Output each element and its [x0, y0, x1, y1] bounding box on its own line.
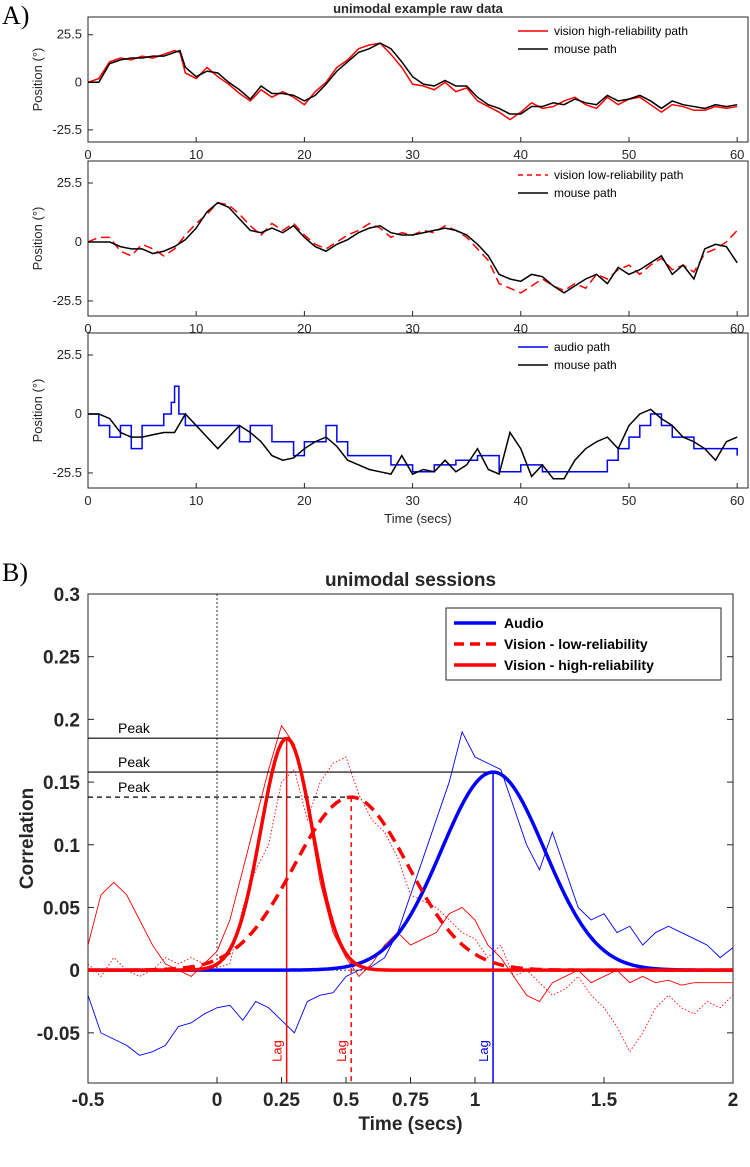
x-tick-label: 0.25 — [263, 1090, 300, 1111]
y-axis-label: Position (°) — [30, 48, 45, 112]
x-tick-label: 0 — [212, 1090, 223, 1111]
chart-title: unimodal example raw data — [333, 1, 504, 16]
series-line-mouse-path — [88, 201, 738, 294]
y-tick-label: 0 — [75, 74, 82, 89]
peak-label: Peak — [118, 720, 151, 736]
y-axis-label: Correlation — [17, 788, 38, 889]
panel-a-label: A) — [2, 1, 29, 30]
y-tick-label: -25.5 — [52, 122, 82, 137]
y-tick-label: -25.5 — [52, 465, 82, 480]
y-tick-label: 25.5 — [57, 175, 82, 190]
legend-label: vision high-reliability path — [554, 24, 688, 38]
legend-label: vision low-reliability path — [554, 168, 683, 182]
y-tick-label: 25.5 — [57, 347, 82, 362]
x-tick-label: 0 — [84, 147, 91, 162]
x-tick-label: 60 — [730, 493, 744, 508]
y-tick-label: 0.2 — [54, 710, 80, 731]
x-tick-label: 10 — [189, 321, 203, 336]
peak-label: Peak — [118, 754, 151, 770]
lag-label: Lag — [270, 1040, 285, 1062]
raw-correlation-line — [87, 724, 733, 1003]
y-tick-label: 0.05 — [43, 898, 80, 919]
raw-correlation-line — [87, 756, 734, 1053]
x-tick-label: 50 — [622, 147, 636, 162]
legend-label: mouse path — [554, 42, 617, 56]
x-tick-label: 2 — [728, 1090, 739, 1111]
y-tick-label: 0.1 — [54, 836, 81, 857]
plot-frame — [87, 16, 749, 143]
x-axis-label: Time (secs) — [358, 1114, 462, 1135]
series-line-mouse-path — [88, 408, 738, 480]
x-tick-label: 30 — [405, 493, 419, 508]
x-tick-label: 40 — [514, 493, 528, 508]
x-axis-label: Time (secs) — [384, 511, 451, 526]
correlation-chart: 0.3 0.25 0.2 0.15 0.1 0.05 0 -0.05 -0.5 0 0.25 0.5 0… — [17, 570, 738, 1135]
series-line-audio-path — [88, 385, 738, 473]
x-tick-label: 0.75 — [392, 1090, 429, 1111]
x-tick-label: 10 — [189, 147, 203, 162]
panel-b-label: B) — [2, 558, 28, 587]
lag-label: Lag — [476, 1040, 491, 1062]
legend-label: Vision - low-reliability — [504, 636, 648, 652]
x-tick-label: 50 — [622, 321, 636, 336]
x-tick-label: 50 — [622, 493, 636, 508]
y-tick-label: 0.3 — [54, 585, 80, 606]
x-tick-label: 10 — [189, 493, 203, 508]
peak-label: Peak — [118, 779, 151, 795]
x-tick-label: 1.5 — [591, 1090, 618, 1111]
x-tick-label: -0.5 — [72, 1090, 105, 1111]
y-tick-label: 0 — [69, 961, 80, 982]
plot-frame — [87, 332, 749, 489]
fit-curve-Vision---high-reliability — [88, 736, 733, 972]
plot-frame — [87, 160, 749, 317]
x-tick-label: 40 — [514, 321, 528, 336]
series-line-mouse-path — [88, 42, 738, 115]
x-tick-label: 20 — [297, 321, 311, 336]
chart-title: unimodal sessions — [325, 570, 496, 591]
legend-label: mouse path — [554, 186, 617, 200]
x-tick-label: 20 — [297, 147, 311, 162]
y-axis-label: Position (°) — [30, 379, 45, 443]
y-tick-label: 25.5 — [57, 27, 82, 42]
y-axis-label: Position (°) — [30, 207, 45, 271]
lag-label: Lag — [334, 1040, 349, 1062]
y-tick-label: 0.25 — [43, 648, 80, 669]
x-tick-label: 60 — [730, 147, 744, 162]
y-tick-label: 0 — [75, 406, 82, 421]
x-tick-label: 1 — [470, 1090, 481, 1111]
legend-label: Audio — [504, 615, 544, 631]
x-tick-label: 30 — [405, 147, 419, 162]
x-tick-label: 0.5 — [333, 1090, 360, 1111]
x-tick-label: 30 — [405, 321, 419, 336]
x-tick-label: 0 — [84, 493, 91, 508]
y-tick-label: -25.5 — [52, 293, 82, 308]
x-tick-label: 40 — [514, 147, 528, 162]
legend-label: mouse path — [554, 358, 617, 372]
x-tick-label: 60 — [730, 321, 744, 336]
legend-label: audio path — [554, 340, 610, 354]
legend-label: Vision - high-reliability — [504, 657, 654, 673]
y-tick-label: 0 — [75, 234, 82, 249]
y-tick-label: 0.15 — [43, 773, 80, 794]
y-tick-label: -0.05 — [37, 1024, 81, 1045]
x-tick-label: 0 — [84, 321, 91, 336]
x-tick-label: 20 — [297, 493, 311, 508]
